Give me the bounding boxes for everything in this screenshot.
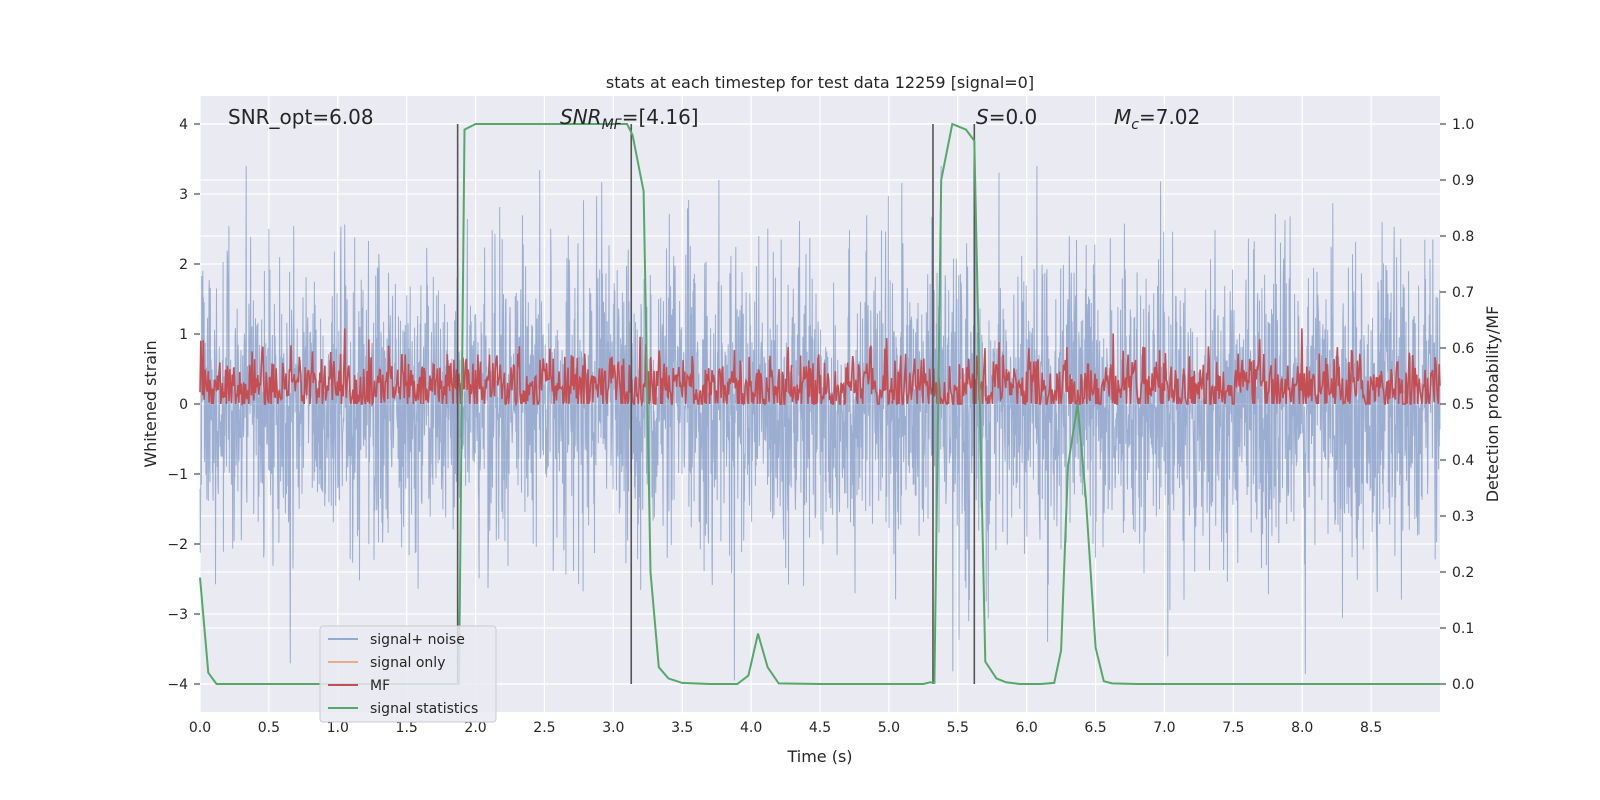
legend-label-signal-only: signal only (370, 655, 445, 671)
x-tick-label: 4.0 (740, 720, 762, 736)
y-left-axis-label: Whitened strain (141, 340, 160, 467)
y-left-tick-label: −1 (167, 467, 188, 483)
snr-mf-subscript: MF (602, 117, 623, 133)
signal-noise-line (199, 165, 1441, 681)
x-tick-label: 0.5 (258, 720, 280, 736)
y-right-tick-label: 0.6 (1452, 341, 1474, 357)
legend: signal+ noise signal only MF signal stat… (319, 625, 497, 723)
mf-line (199, 328, 1441, 408)
x-axis-ticks: 0.0 0.5 1.0 1.5 2.0 2.5 3.0 3.5 4.0 4.5 5.0 5.5 6.0 6… (189, 720, 1382, 736)
chart-title: stats at each timestep for test data 122… (606, 73, 1034, 92)
x-tick-label: 8.0 (1291, 720, 1313, 736)
y-left-tick-label: −4 (167, 677, 188, 693)
x-tick-label: 6.0 (1016, 720, 1038, 736)
legend-label-signal-statistics: signal statistics (370, 701, 478, 717)
x-tick-label: 5.5 (947, 720, 969, 736)
legend-label-signal-noise: signal+ noise (370, 632, 465, 648)
x-tick-label: 8.5 (1360, 720, 1382, 736)
x-tick-label: 6.5 (1084, 720, 1106, 736)
x-tick-label: 7.0 (1153, 720, 1175, 736)
y-right-tick-label: 0.9 (1452, 173, 1474, 189)
y-left-tick-label: −2 (167, 537, 188, 553)
y-left-tick-label: 1 (179, 327, 188, 343)
x-tick-label: 2.5 (533, 720, 555, 736)
snr-mf-symbol: SNR (560, 105, 602, 129)
x-tick-label: 3.5 (671, 720, 693, 736)
x-tick-label: 4.5 (809, 720, 831, 736)
mc-value: =7.02 (1139, 105, 1200, 129)
x-tick-label: 2.0 (464, 720, 486, 736)
legend-box (319, 625, 497, 723)
y-right-tick-label: 1.0 (1452, 117, 1474, 133)
series-signal-noise (199, 165, 1441, 681)
signal-statistics-line (199, 122, 1440, 685)
annotation-snr-mf: SNRMF=[4.16] (560, 105, 699, 133)
annotation-snr-opt: SNR_opt=6.08 (228, 105, 374, 129)
x-tick-label: 5.0 (878, 720, 900, 736)
vertical-markers (456, 124, 976, 684)
y-left-tick-label: 0 (179, 397, 188, 413)
y-left-tick-label: 2 (179, 257, 188, 273)
series-signal-statistics (199, 122, 1440, 685)
y-left-tick-label: −3 (167, 607, 188, 623)
legend-label-mf: MF (370, 678, 390, 694)
y-right-tick-label: 0.1 (1452, 621, 1474, 637)
x-tick-label: 1.5 (396, 720, 418, 736)
y-right-tick-label: 0.5 (1452, 397, 1474, 413)
series-mf (199, 328, 1441, 408)
s-value: =0.0 (989, 105, 1038, 129)
s-symbol: S (976, 105, 989, 129)
y-left-tick-label: 4 (179, 117, 188, 133)
y-right-tick-label: 0.4 (1452, 453, 1474, 469)
y-right-tick-label: 0.8 (1452, 229, 1474, 245)
y-left-tick-label: 3 (179, 187, 188, 203)
snr-mf-value: =[4.16] (622, 105, 699, 129)
x-tick-label: 0.0 (189, 720, 211, 736)
y-right-axis-label: Detection probability/MF (1483, 306, 1502, 503)
y-right-tick-label: 0.3 (1452, 509, 1474, 525)
mc-symbol: M (1114, 105, 1131, 129)
y-right-tick-label: 0.7 (1452, 285, 1474, 301)
x-tick-label: 3.0 (602, 720, 624, 736)
x-tick-label: 7.5 (1222, 720, 1244, 736)
x-tick-label: 1.0 (327, 720, 349, 736)
y-right-tick-label: 0.0 (1452, 677, 1474, 693)
y-left-axis-ticks: 4 3 2 1 0 −1 −2 −3 −4 (167, 117, 200, 693)
mc-subscript: c (1131, 117, 1139, 133)
annotation-s: S=0.0 (976, 105, 1037, 129)
annotation-mc: Mc=7.02 (1114, 105, 1200, 133)
y-right-axis-ticks: 1.0 0.9 0.8 0.7 0.6 0.5 0.4 0.3 0.2 0.1 0.0 (1440, 117, 1474, 693)
y-right-tick-label: 0.2 (1452, 565, 1474, 581)
x-axis-label: Time (s) (786, 747, 852, 766)
